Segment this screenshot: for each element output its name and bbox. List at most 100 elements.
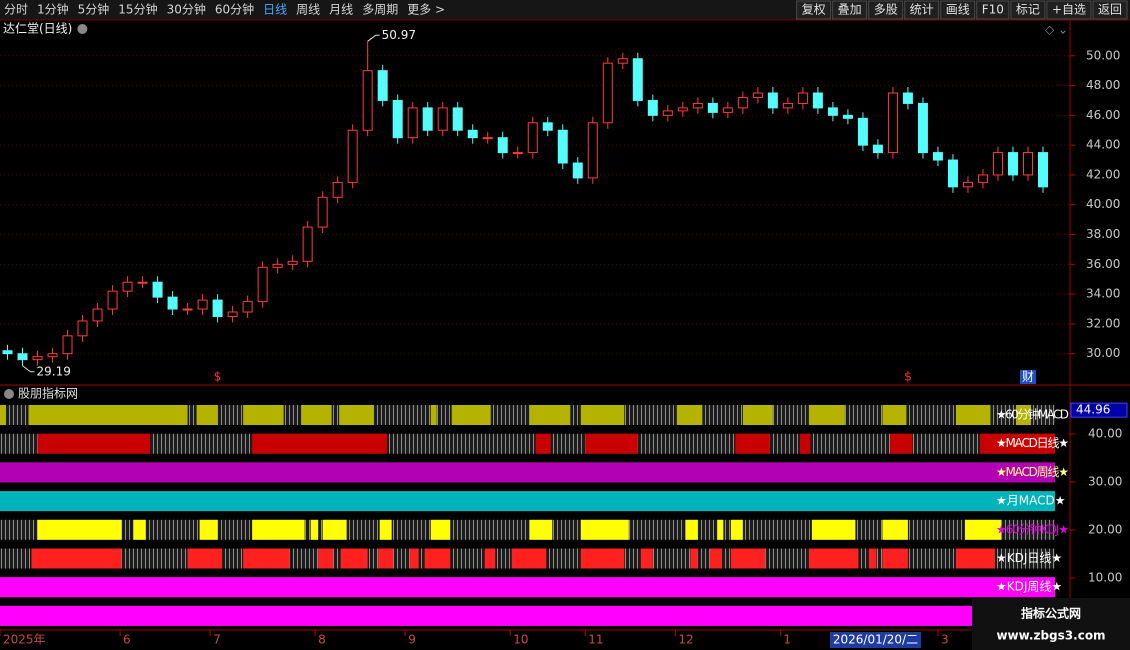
- strip-segment: [451, 405, 491, 425]
- toolbar-button-label: 画线: [946, 3, 970, 17]
- candle-body: [677, 107, 688, 112]
- candle-body: [347, 129, 358, 183]
- candle-body: [482, 137, 493, 140]
- period-tab[interactable]: 多周期: [362, 3, 398, 17]
- period-tab[interactable]: 更多 >: [407, 3, 445, 17]
- toolbar-button[interactable]: [832, 0, 868, 20]
- menu-icon[interactable]: ⌄: [1058, 23, 1068, 37]
- strip-segment: [580, 405, 625, 425]
- strip-segment: [0, 405, 7, 425]
- strip-segment: [243, 548, 290, 569]
- strip-segment: [799, 433, 811, 454]
- candle-body: [227, 311, 238, 317]
- strip-segment: [529, 519, 553, 540]
- event-marker[interactable]: $: [214, 370, 222, 384]
- period-tab[interactable]: 30分钟: [167, 2, 206, 17]
- toolbar-button[interactable]: [904, 0, 940, 20]
- x-tick-label: 10: [513, 633, 528, 647]
- strip-segment: [0, 577, 1055, 598]
- strip-segment: [1015, 405, 1031, 425]
- event-marker[interactable]: 财: [1022, 370, 1034, 384]
- toolbar-button-label: 复权: [802, 3, 826, 17]
- candle-body: [572, 162, 583, 179]
- candle-body: [782, 102, 793, 109]
- candle-body: [137, 281, 148, 284]
- strip-label: ★60分钟KDJ★: [996, 521, 1069, 536]
- toolbar-button-label: +自选: [1052, 3, 1086, 17]
- candle-body: [2, 350, 13, 355]
- candle-body: [707, 102, 718, 113]
- candle-body: [587, 122, 598, 179]
- period-tab[interactable]: 5分钟: [78, 2, 110, 17]
- candle-body: [302, 226, 313, 262]
- candle-body: [32, 356, 43, 361]
- y-tick-label: 40.00: [1086, 197, 1120, 211]
- strip-segment: [37, 519, 122, 540]
- y-tick-label: 30.00: [1086, 346, 1120, 360]
- strip-segment: [742, 405, 773, 425]
- candle-body: [857, 117, 868, 146]
- candle-body: [392, 99, 403, 139]
- strip-segment: [424, 548, 451, 569]
- strip-segment: [196, 405, 218, 425]
- strip-segment: [580, 548, 625, 569]
- period-tab[interactable]: 60分钟: [215, 2, 254, 17]
- candle-body: [662, 110, 673, 116]
- toolbar-button-label: 统计: [910, 3, 934, 17]
- strip-segment: [868, 548, 877, 569]
- strip-segment: [409, 548, 419, 569]
- strip-segment: [889, 433, 913, 454]
- candle-body: [647, 99, 658, 116]
- toolbar-button-label: 叠加: [838, 3, 862, 17]
- x-tick-label: 1: [783, 633, 791, 647]
- period-tab[interactable]: 分时: [4, 3, 28, 17]
- strip-label: ★MACD日线★: [996, 436, 1069, 450]
- candle-body: [167, 296, 178, 310]
- strip-segment: [318, 548, 334, 569]
- period-tab[interactable]: 周线: [296, 3, 320, 17]
- strip-segment: [379, 519, 392, 540]
- period-tab[interactable]: 日线: [263, 3, 287, 17]
- strip-segment: [322, 519, 347, 540]
- toolbar-button[interactable]: [1010, 0, 1046, 20]
- toolbar-button[interactable]: [940, 0, 976, 20]
- x-tick-label: 3: [941, 633, 949, 647]
- panel-icon[interactable]: [4, 389, 14, 399]
- candle-body: [212, 299, 223, 317]
- toolbar-button[interactable]: [868, 0, 904, 20]
- current-value: 44.96: [1076, 403, 1110, 417]
- candle-body: [77, 320, 88, 337]
- current-value-box: [1070, 402, 1128, 418]
- candle-body: [362, 70, 373, 131]
- strip-segment: [310, 519, 319, 540]
- x-tick-label: 12: [678, 633, 693, 647]
- y-tick-label: 40.00: [1088, 427, 1122, 441]
- strip-segment: [955, 548, 995, 569]
- toolbar-button[interactable]: [796, 0, 832, 20]
- candle-body: [377, 70, 388, 101]
- toolbar-button[interactable]: [1092, 0, 1128, 20]
- candle-body: [842, 114, 853, 119]
- period-tab[interactable]: 月线: [329, 3, 353, 17]
- diamond-icon[interactable]: ◇: [1045, 23, 1055, 37]
- candle-body: [737, 96, 748, 109]
- candle-body: [437, 107, 448, 131]
- strip-segment: [28, 405, 188, 425]
- strip-segment: [339, 405, 374, 425]
- toolbar-button[interactable]: [976, 0, 1010, 20]
- strip-segment: [717, 519, 724, 540]
- candle-body: [287, 260, 298, 265]
- candle-body: [797, 92, 808, 104]
- x-tick-label: 6: [123, 633, 131, 647]
- candle-body: [902, 92, 913, 104]
- period-tab[interactable]: 1分钟: [37, 2, 69, 17]
- candle-body: [332, 181, 343, 198]
- candle-body: [92, 308, 103, 322]
- event-marker[interactable]: $: [904, 370, 912, 384]
- title-menu-icon[interactable]: [77, 24, 88, 34]
- toolbar-button[interactable]: [1046, 0, 1092, 20]
- y-tick-label: 50.00: [1086, 48, 1120, 62]
- period-tab[interactable]: 15分钟: [118, 2, 157, 17]
